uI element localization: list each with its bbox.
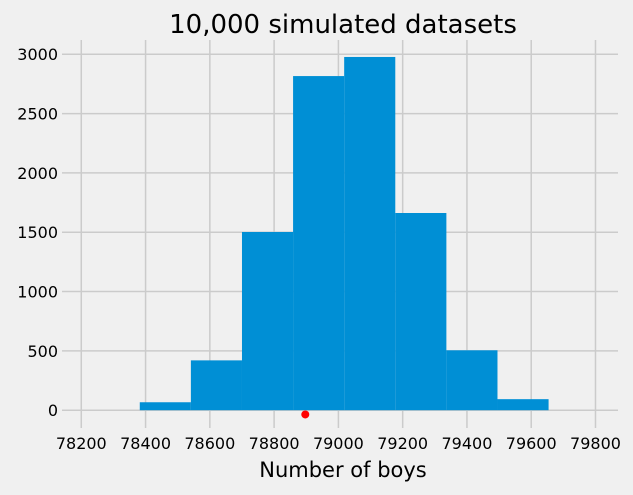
x-tick-label: 79600 [506,434,557,453]
histogram-bar [190,360,242,411]
x-tick-label: 78600 [184,434,235,453]
observed-value-marker [301,410,310,419]
x-tick-label: 78200 [56,434,107,453]
x-tick-label: 79400 [441,434,492,453]
y-tick-label: 500 [27,342,58,361]
x-tick-label: 79200 [377,434,428,453]
chart-title: 10,000 simulated datasets [169,10,517,40]
histogram-bar [139,402,191,411]
y-tick-label: 1500 [17,223,58,242]
x-axis-label: Number of boys [259,458,427,482]
y-tick-labels: 0 500 1000 1500 2000 2500 3000 [17,45,58,420]
y-tick-label: 3000 [17,45,58,64]
y-tick-label: 2000 [17,164,58,183]
histogram-bar [293,76,345,411]
y-tick-label: 2500 [17,105,58,124]
y-tick-label: 1000 [17,283,58,302]
bars [139,56,549,411]
histogram-bar [446,350,498,411]
x-tick-label: 79800 [570,434,621,453]
histogram-bar [497,399,549,411]
histogram-bar [344,56,396,411]
y-tick-label: 0 [48,401,58,420]
histogram-bar [241,231,294,411]
x-tick-label: 78400 [120,434,171,453]
histogram-bar [395,212,447,411]
x-tick-label: 79000 [313,434,364,453]
marker-layer [301,410,310,419]
x-tick-label: 78800 [249,434,300,453]
x-tick-labels: 78200 78400 78600 78800 79000 79200 79400 79600… [56,434,621,453]
